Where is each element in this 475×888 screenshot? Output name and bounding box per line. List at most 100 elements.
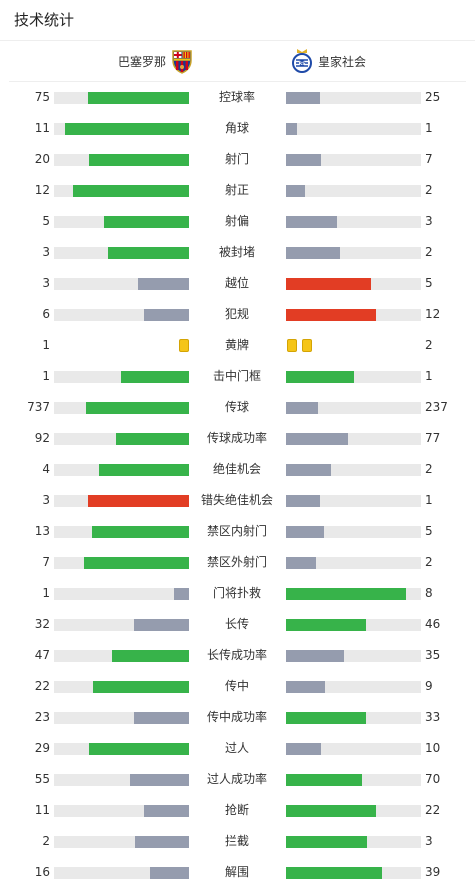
away-value: 10 (425, 741, 441, 755)
away-bar (286, 309, 376, 321)
yellow-card-icon (179, 339, 189, 352)
stat-label: 抢断 (224, 803, 249, 817)
stat-row: 3 越位 5 (0, 268, 475, 299)
away-bar-track (286, 464, 421, 476)
away-bar (286, 743, 321, 755)
home-bar-track (54, 216, 189, 228)
stat-label: 禁区内射门 (206, 524, 267, 538)
away-bar-track (286, 619, 421, 631)
away-value: 8 (425, 586, 433, 600)
away-value: 33 (425, 710, 441, 724)
stat-row: 1 门将扑救 8 (0, 578, 475, 609)
home-bar (86, 402, 189, 414)
away-bar-track (286, 867, 421, 879)
away-bar (286, 712, 366, 724)
home-value: 3 (42, 276, 50, 290)
home-bar-track (54, 185, 189, 197)
stat-row: 11 角球 1 (0, 113, 475, 144)
away-bar-track (286, 123, 421, 135)
stat-row: 22 传中 9 (0, 671, 475, 702)
away-value: 1 (425, 493, 433, 507)
stat-row: 7 禁区外射门 2 (0, 547, 475, 578)
stat-label: 传球 (224, 400, 249, 414)
away-value: 39 (425, 865, 441, 879)
svg-text:RS: RS (299, 61, 306, 67)
away-bar (286, 464, 331, 476)
home-value: 1 (42, 338, 50, 352)
stat-label: 解围 (224, 865, 249, 879)
away-team[interactable]: RS 皇家社会 (291, 41, 371, 81)
stat-row: 3 被封堵 2 (0, 237, 475, 268)
stat-row: 12 射正 2 (0, 175, 475, 206)
home-value: 32 (34, 617, 50, 631)
page-title: 技术统计 (0, 0, 475, 41)
home-bar-track (54, 495, 189, 507)
home-value: 737 (27, 400, 50, 414)
stat-row: 3 错失绝佳机会 1 (0, 485, 475, 516)
home-value: 3 (42, 245, 50, 259)
home-bar-track (54, 278, 189, 290)
away-bar (286, 526, 324, 538)
home-bar (93, 681, 189, 693)
away-value: 2 (425, 462, 433, 476)
stat-row: 55 过人成功率 70 (0, 764, 475, 795)
home-bar (89, 154, 189, 166)
away-bar (286, 278, 371, 290)
home-bar (130, 774, 189, 786)
teams-header: 巴塞罗那 RS 皇家社会 (9, 41, 466, 82)
away-bar-track (286, 681, 421, 693)
stat-label: 错失绝佳机会 (200, 493, 273, 507)
home-team[interactable]: 巴塞罗那 (113, 41, 193, 81)
stat-label: 长传成功率 (206, 648, 267, 662)
away-value: 5 (425, 524, 433, 538)
home-bar-track (54, 526, 189, 538)
home-bar (116, 433, 189, 445)
stat-label: 越位 (224, 276, 249, 290)
away-bar (286, 588, 406, 600)
stat-label: 拦截 (224, 834, 249, 848)
stat-row: 13 禁区内射门 5 (0, 516, 475, 547)
home-bar-track (54, 681, 189, 693)
home-bar-track (54, 743, 189, 755)
away-bar (286, 216, 337, 228)
home-value: 11 (34, 121, 50, 135)
away-team-name: 皇家社会 (318, 54, 367, 69)
home-bar (134, 619, 189, 631)
yellow-card-icon (302, 339, 312, 352)
home-value: 2 (42, 834, 50, 848)
away-bar-track (286, 92, 421, 104)
home-bar-track (54, 154, 189, 166)
stat-row: 47 长传成功率 35 (0, 640, 475, 671)
away-value: 237 (425, 400, 448, 414)
away-bar (286, 495, 320, 507)
home-value: 92 (34, 431, 50, 445)
away-bar-track (286, 371, 421, 383)
real-sociedad-logo-icon: RS (292, 49, 312, 73)
home-bar (89, 743, 189, 755)
away-bar-track (286, 402, 421, 414)
away-value: 22 (425, 803, 441, 817)
stat-label: 击中门框 (212, 369, 261, 383)
home-bar (108, 247, 189, 259)
home-bar (88, 495, 189, 507)
stat-row: 1 黄牌 2 (0, 330, 475, 361)
away-bar-track (286, 557, 421, 569)
away-bar (286, 247, 340, 259)
stat-row: 75 控球率 25 (0, 82, 475, 113)
away-bar-track (286, 526, 421, 538)
stat-row: 32 长传 46 (0, 609, 475, 640)
away-bar (286, 867, 382, 879)
away-value: 2 (425, 183, 433, 197)
stat-label: 门将扑救 (212, 586, 261, 600)
home-value: 29 (34, 741, 50, 755)
home-value: 12 (34, 183, 50, 197)
stat-label: 角球 (224, 121, 249, 135)
home-value: 47 (34, 648, 50, 662)
home-value: 11 (34, 803, 50, 817)
home-value: 23 (34, 710, 50, 724)
stat-row: 20 射门 7 (0, 144, 475, 175)
away-bar (286, 123, 297, 135)
stat-row: 6 犯规 12 (0, 299, 475, 330)
home-bar (144, 805, 189, 817)
away-bar-track (286, 805, 421, 817)
